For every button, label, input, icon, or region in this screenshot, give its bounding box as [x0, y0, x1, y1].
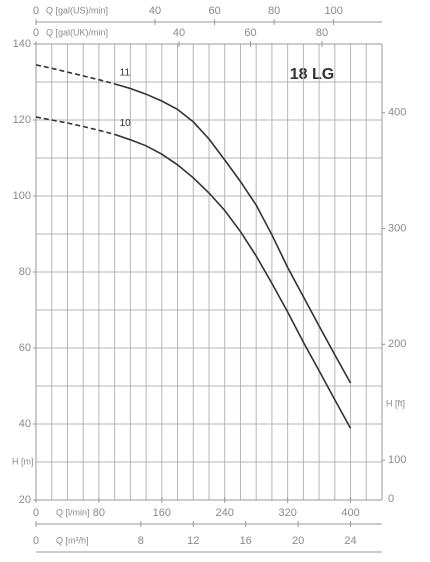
- x-tick-label: 80: [93, 507, 105, 519]
- x-tick-label: 80: [316, 27, 328, 39]
- y2-tick-label: 100: [388, 454, 406, 466]
- x2-axis-label: Q [m³/h]: [56, 535, 89, 545]
- curve-extrapolated: [35, 64, 115, 85]
- y-tick-label: 20: [19, 494, 31, 506]
- x-tick-label: 40: [149, 5, 161, 17]
- y2-bottom-label: 0: [388, 493, 394, 505]
- x-tick-label: 8: [138, 535, 144, 547]
- y-tick-label: 100: [13, 190, 31, 202]
- x-tick-label: 0: [33, 5, 39, 17]
- x-tick-label: 60: [244, 27, 256, 39]
- x-top-uk-label: Q [gal(UK)/min]: [46, 27, 108, 37]
- x-tick-label: 0: [33, 27, 39, 39]
- y2-tick-label: 200: [388, 338, 406, 350]
- curve: [114, 83, 352, 384]
- x-top-us-label: Q [gal(US)/min]: [46, 5, 108, 15]
- y-axis-label: H [m]: [12, 456, 34, 466]
- curve-extrapolated: [35, 116, 115, 136]
- x-tick-label: 100: [324, 5, 342, 17]
- y-tick-label: 60: [19, 342, 31, 354]
- y2-axis-label: H [ft]: [386, 398, 405, 408]
- curve-label: 10: [120, 118, 132, 129]
- y2-tick-label: 400: [388, 107, 406, 119]
- x-tick-label: 16: [240, 535, 252, 547]
- x-tick-label: 60: [208, 5, 220, 17]
- x-axis-label: Q [l/min]: [56, 507, 90, 517]
- curve: [114, 133, 352, 429]
- x-tick-label: 0: [33, 535, 39, 547]
- x-tick-label: 40: [173, 27, 185, 39]
- y-tick-label: 80: [19, 266, 31, 278]
- y-tick-label: 140: [13, 38, 31, 50]
- x-tick-label: 12: [187, 535, 199, 547]
- x-tick-label: 400: [341, 507, 359, 519]
- y-tick-label: 40: [19, 418, 31, 430]
- x-tick-label: 80: [268, 5, 280, 17]
- x-tick-label: 24: [344, 535, 356, 547]
- x-tick-label: 0: [33, 507, 39, 519]
- y2-tick-label: 300: [388, 222, 406, 234]
- x-tick-label: 240: [216, 507, 234, 519]
- x-tick-label: 160: [153, 507, 171, 519]
- y-tick-label: 120: [13, 114, 31, 126]
- x-tick-label: 320: [278, 507, 296, 519]
- chart-title: 18 LG: [290, 66, 334, 83]
- x-tick-label: 20: [292, 535, 304, 547]
- curve-label: 11: [120, 68, 131, 79]
